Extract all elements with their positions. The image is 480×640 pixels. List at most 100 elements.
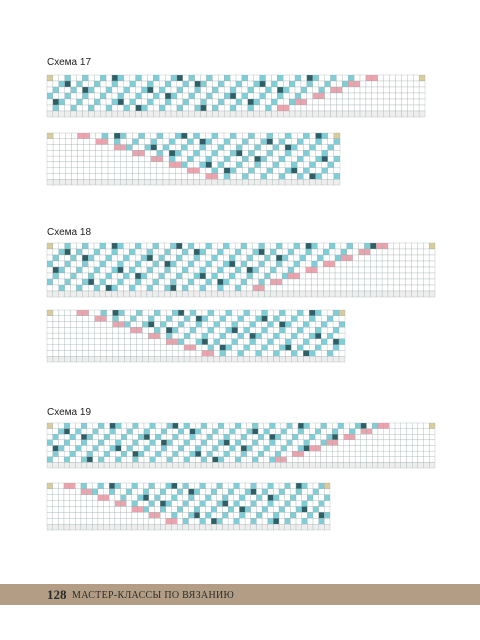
grid-cell (273, 309, 280, 316)
grid-cell (218, 110, 225, 118)
grid-cell (111, 260, 118, 268)
grid-cell (121, 456, 128, 463)
grid-cell (131, 488, 138, 495)
grid-cell (81, 450, 88, 457)
grid-cell (285, 309, 292, 316)
grid-cell (120, 144, 127, 151)
grid-cell (171, 506, 178, 513)
grid-cell (144, 144, 151, 151)
grid-cell (312, 104, 319, 112)
grid-cell (165, 500, 172, 507)
grid-cell (160, 321, 167, 328)
grid-cell (406, 434, 413, 441)
grid-cell (324, 512, 331, 519)
grid-cell (105, 266, 112, 274)
grid-cell (297, 309, 304, 316)
grid-cell (94, 315, 101, 322)
grid-cell (233, 506, 240, 513)
grid-cell (377, 428, 384, 435)
grid-cell (100, 315, 107, 322)
grid-cell (172, 434, 179, 441)
grid-cell (406, 428, 413, 435)
grid-cell (105, 104, 113, 112)
grid-cell (261, 482, 268, 490)
grid-cell (309, 179, 316, 186)
grid-cell (346, 290, 353, 298)
grid-cell (223, 179, 231, 186)
grid-cell (212, 450, 219, 457)
grid-cell (295, 494, 302, 501)
grid-cell (234, 284, 242, 292)
grid-cell (123, 266, 130, 274)
grid-cell (109, 456, 116, 463)
grid-cell (46, 144, 54, 151)
grid-cell (181, 144, 188, 151)
grid-cell (138, 462, 145, 469)
grid-cell (360, 445, 367, 452)
grid-cell (100, 80, 107, 88)
grid-cell (428, 260, 436, 268)
grid-cell (266, 173, 273, 180)
grid-cell (123, 248, 130, 256)
grid-cell (52, 512, 59, 519)
grid-cell (205, 518, 212, 525)
grid-cell (148, 500, 155, 507)
grid-cell (193, 132, 200, 139)
grid-cell (246, 284, 253, 292)
grid-cell (309, 439, 316, 446)
grid-cell (343, 434, 350, 441)
grid-cell (301, 500, 308, 507)
grid-cell (393, 290, 400, 298)
grid-cell (199, 179, 206, 186)
grid-cell (162, 173, 170, 180)
grid-cell (413, 98, 420, 106)
grid-cell (158, 248, 165, 256)
grid-cell (261, 338, 268, 345)
grid-cell (178, 450, 185, 457)
grid-cell (297, 321, 304, 328)
grid-cell (255, 327, 262, 334)
grid-cell (237, 344, 244, 351)
grid-cell (212, 422, 219, 429)
grid-cell (188, 482, 195, 490)
grid-cell (94, 92, 101, 100)
grid-cell (114, 494, 121, 501)
grid-cell (120, 138, 127, 145)
grid-cell (123, 92, 130, 100)
grid-cell (158, 266, 165, 274)
grid-cell (255, 356, 262, 363)
grid-cell (147, 92, 154, 100)
grid-cell (177, 309, 185, 316)
grid-cell (223, 260, 230, 268)
grid-cell (148, 482, 155, 490)
grid-cell (154, 518, 161, 525)
grid-cell (332, 422, 339, 429)
grid-cell (273, 356, 280, 363)
grid-cell (114, 523, 121, 531)
grid-cell (261, 506, 268, 513)
grid-cell (148, 512, 155, 519)
grid-cell (205, 260, 212, 268)
grid-cell (231, 321, 238, 328)
grid-cell (205, 242, 212, 250)
grid-cell (359, 86, 367, 94)
grid-cell (58, 445, 65, 452)
grid-cell (82, 284, 89, 292)
grid-cell (162, 161, 170, 168)
grid-cell (138, 161, 145, 168)
grid-cell (189, 344, 197, 351)
grid-cell (107, 132, 115, 139)
grid-cell (297, 356, 304, 363)
grid-cell (261, 344, 268, 351)
grid-cell (164, 110, 172, 118)
grid-cell (244, 488, 251, 495)
grid-cell (377, 445, 384, 452)
grid-cell (100, 104, 107, 112)
grid-cell (387, 260, 395, 268)
grid-cell (70, 327, 77, 334)
grid-cell (86, 512, 93, 519)
grid-cell (259, 98, 266, 106)
grid-cell (124, 332, 131, 340)
grid-cell (143, 428, 150, 435)
grid-cell (256, 506, 263, 513)
